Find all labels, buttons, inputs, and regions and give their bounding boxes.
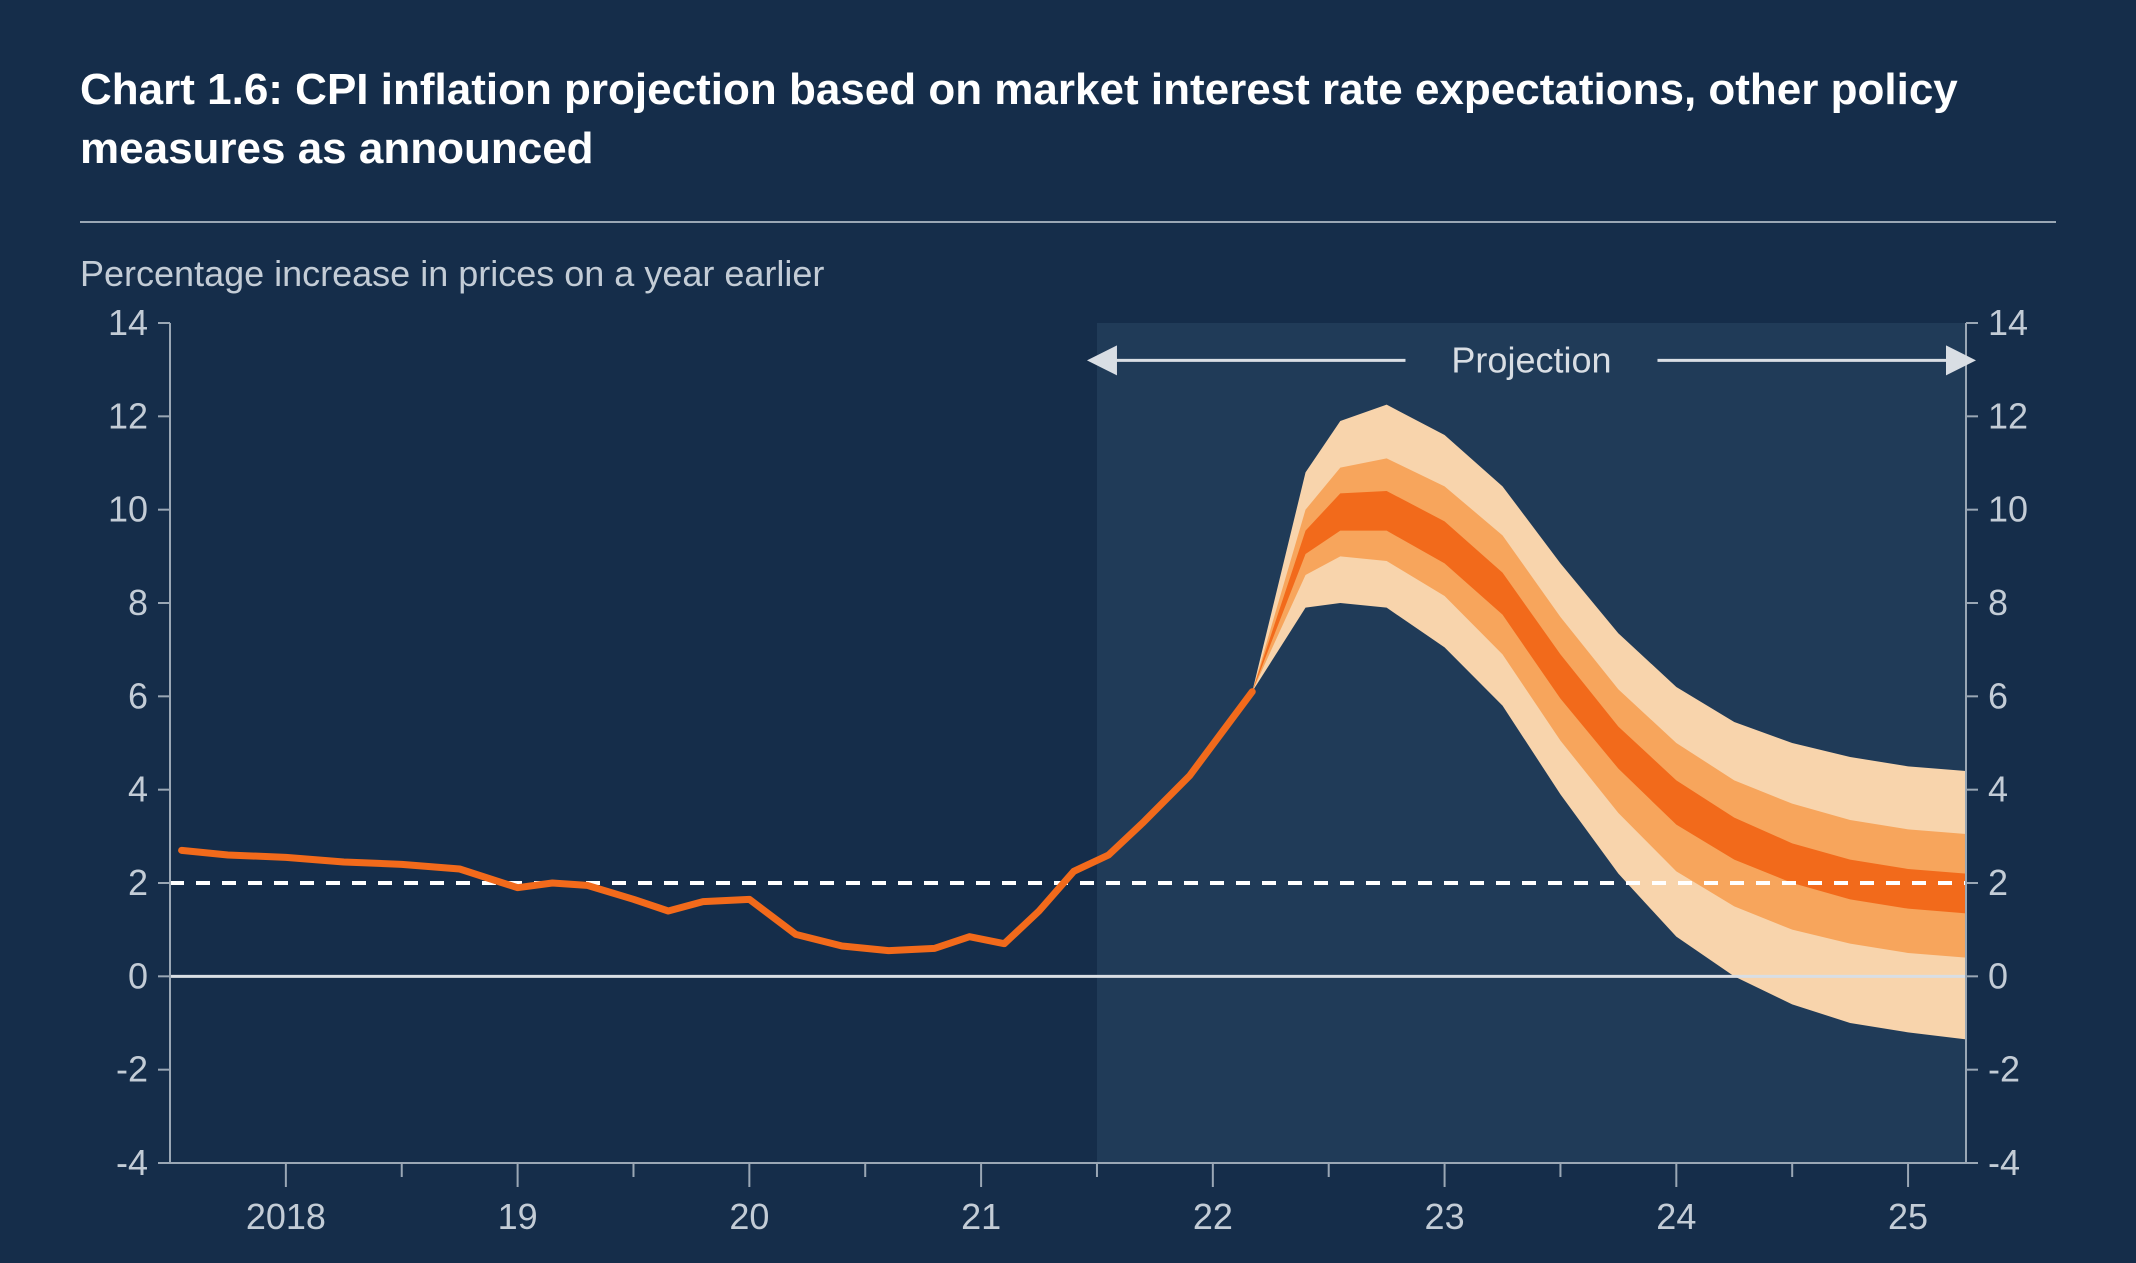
ytick-label-left: 12 xyxy=(108,395,148,436)
ytick-label-right: -4 xyxy=(1988,1142,2020,1183)
ytick-label-left: -4 xyxy=(116,1142,148,1183)
xtick-label: 19 xyxy=(498,1196,538,1237)
xtick-label: 2018 xyxy=(246,1196,326,1237)
ytick-label-right: 12 xyxy=(1988,395,2028,436)
ytick-label-right: 8 xyxy=(1988,582,2008,623)
xtick-label: 24 xyxy=(1656,1196,1696,1237)
ytick-label-left: 2 xyxy=(128,862,148,903)
ytick-label-left: 10 xyxy=(108,488,148,529)
ytick-label-right: 0 xyxy=(1988,955,2008,996)
xtick-label: 23 xyxy=(1425,1196,1465,1237)
historical-line xyxy=(182,691,1253,950)
chart-area: -4-4-2-200224466881010121214142018192021… xyxy=(80,303,2056,1263)
ytick-label-left: 8 xyxy=(128,582,148,623)
xtick-label: 22 xyxy=(1193,1196,1233,1237)
ytick-label-left: 6 xyxy=(128,675,148,716)
chart-title: Chart 1.6: CPI inflation projection base… xyxy=(80,60,2056,179)
xtick-label: 21 xyxy=(961,1196,1001,1237)
ytick-label-left: 4 xyxy=(128,768,148,809)
ytick-label-right: 14 xyxy=(1988,303,2028,343)
xtick-label: 25 xyxy=(1888,1196,1928,1237)
title-divider xyxy=(80,221,2056,223)
chart-container: Chart 1.6: CPI inflation projection base… xyxy=(0,0,2136,1214)
ytick-label-right: 6 xyxy=(1988,675,2008,716)
xtick-label: 20 xyxy=(729,1196,769,1237)
ytick-label-right: 2 xyxy=(1988,862,2008,903)
ytick-label-left: 14 xyxy=(108,303,148,343)
ytick-label-right: 4 xyxy=(1988,768,2008,809)
ytick-label-right: 10 xyxy=(1988,488,2028,529)
chart-subtitle: Percentage increase in prices on a year … xyxy=(80,253,2056,295)
ytick-label-left: -2 xyxy=(116,1048,148,1089)
ytick-label-left: 0 xyxy=(128,955,148,996)
chart-svg: -4-4-2-200224466881010121214142018192021… xyxy=(80,303,2056,1263)
projection-label: Projection xyxy=(1451,339,1611,380)
ytick-label-right: -2 xyxy=(1988,1048,2020,1089)
